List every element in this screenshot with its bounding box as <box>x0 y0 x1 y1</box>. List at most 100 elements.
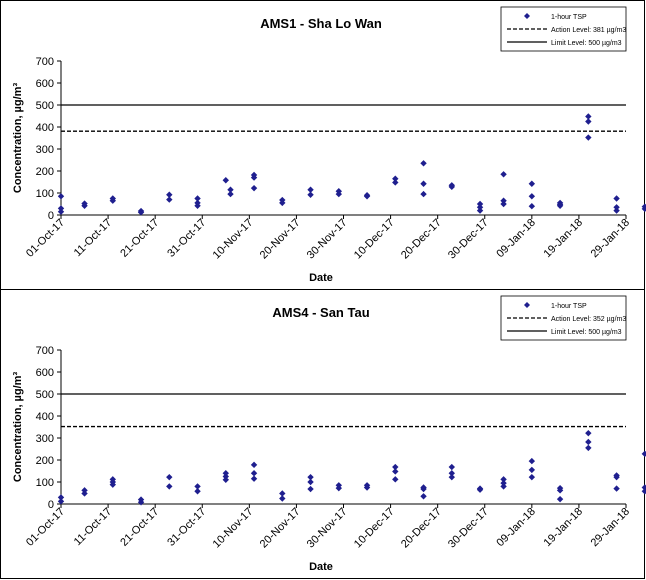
data-point <box>137 499 145 506</box>
data-point <box>500 483 507 490</box>
data-point <box>556 495 564 503</box>
data-point <box>476 207 484 214</box>
y-tick-label: 0 <box>48 210 54 222</box>
data-point <box>585 113 592 120</box>
data-point <box>81 490 88 497</box>
legend-entry-label: Action Level: 381 µg/m3 <box>551 27 626 34</box>
data-point <box>222 177 229 184</box>
y-tick-label: 700 <box>36 345 54 357</box>
chart-panel-ams4: AMS4 - San Tau 0 100 200 300 400 500 600 700 01-O… <box>0 289 646 579</box>
data-point <box>227 190 234 198</box>
chart-title: AMS1 - Sha Lo Wan <box>260 16 382 31</box>
data-point <box>392 476 399 483</box>
data-point <box>222 476 229 483</box>
data-point <box>585 118 592 125</box>
y-tick-label: 300 <box>36 144 54 156</box>
x-tick-label: 29-Jan-18 <box>589 217 633 261</box>
data-point <box>250 470 258 477</box>
y-tick-label: 600 <box>36 78 54 90</box>
data-point <box>307 478 314 486</box>
legend-entry-label: 1-hour TSP <box>551 303 587 310</box>
data-point <box>137 209 145 216</box>
x-tick-label: 31-Oct-17 <box>165 506 208 549</box>
data-point <box>420 190 427 198</box>
y-tick-label: 300 <box>36 433 54 445</box>
data-point <box>57 193 65 200</box>
x-tick-label: 01-Oct-17 <box>24 506 67 549</box>
data-point <box>250 461 258 469</box>
data-point <box>448 470 455 477</box>
data-point <box>641 205 646 213</box>
x-tick-label: 20-Dec-17 <box>399 217 444 262</box>
data-point <box>307 191 314 198</box>
data-point <box>363 193 371 200</box>
legend-marker-diamond <box>524 302 530 308</box>
data-point <box>392 463 399 471</box>
y-axis-title: Concentration, µg/m³ <box>12 372 24 483</box>
data-point <box>250 174 258 181</box>
x-tick-label: 29-Jan-18 <box>589 506 633 550</box>
x-tick-label: 01-Oct-17 <box>24 217 67 260</box>
x-tick-label: 11-Oct-17 <box>72 217 114 259</box>
data-point <box>392 175 399 182</box>
data-point <box>194 488 201 495</box>
x-tick-label: 20-Nov-17 <box>258 217 303 262</box>
data-point <box>528 457 536 465</box>
x-tick-label: 21-Oct-17 <box>118 217 161 260</box>
x-tick-label: 10-Dec-17 <box>352 217 397 262</box>
data-point <box>641 488 646 495</box>
x-tick-label: 30-Dec-17 <box>446 217 491 262</box>
data-point <box>476 200 484 208</box>
data-point <box>500 197 507 204</box>
data-point <box>528 473 536 481</box>
data-point <box>222 473 229 480</box>
legend-entry-label: Limit Level: 500 µg/m3 <box>551 329 622 336</box>
x-axis-title: Date <box>309 561 333 573</box>
x-tick-label: 30-Dec-17 <box>446 506 491 551</box>
data-point <box>500 200 507 208</box>
data-point <box>279 490 286 497</box>
data-point <box>585 438 592 446</box>
data-point <box>222 470 229 477</box>
y-tick-label: 700 <box>36 56 54 68</box>
y-axis-title: Concentration, µg/m³ <box>12 83 24 194</box>
x-tick-label: 11-Oct-17 <box>72 506 114 548</box>
x-tick-label: 09-Jan-18 <box>494 217 538 261</box>
data-point <box>166 196 173 203</box>
data-point <box>166 191 173 198</box>
data-point <box>307 485 314 493</box>
data-point <box>166 483 173 490</box>
data-point <box>500 476 507 483</box>
chart-ams4: AMS4 - San Tau 0 100 200 300 400 500 600 700 01-O… <box>12 295 646 573</box>
legend: 1-hour TSP Action Level: 352 µg/m3 Limit L… <box>500 295 627 341</box>
data-point <box>250 184 258 192</box>
data-point <box>57 205 65 212</box>
x-tick-label: 09-Jan-18 <box>494 506 538 550</box>
chart-ams1: AMS1 - Sha Lo Wan 0 100 200 300 400 500 600 700 0… <box>12 6 646 284</box>
data-point <box>227 186 234 193</box>
legend-marker-diamond <box>524 13 530 19</box>
chart-title: AMS4 - San Tau <box>272 305 369 320</box>
y-tick-label: 400 <box>36 122 54 134</box>
y-tick-label: 100 <box>36 477 54 489</box>
x-tick-label: 19-Jan-18 <box>542 217 586 261</box>
data-point <box>500 171 507 178</box>
data-point <box>585 134 592 141</box>
data-point <box>279 495 286 502</box>
data-point <box>613 485 620 492</box>
x-tick-label: 10-Nov-17 <box>211 217 256 262</box>
x-tick-label: 31-Oct-17 <box>165 217 208 260</box>
y-tick-label: 100 <box>36 188 54 200</box>
data-point <box>448 473 455 481</box>
data-point <box>194 195 201 202</box>
data-point <box>556 487 564 494</box>
data-point <box>420 180 427 187</box>
data-point <box>57 208 65 215</box>
x-axis-title: Date <box>309 272 333 284</box>
data-point <box>109 197 116 204</box>
data-point <box>420 493 427 500</box>
data-point <box>448 183 455 191</box>
legend-entry-label: 1-hour TSP <box>551 14 587 21</box>
data-point <box>528 203 536 210</box>
data-point <box>613 204 620 211</box>
